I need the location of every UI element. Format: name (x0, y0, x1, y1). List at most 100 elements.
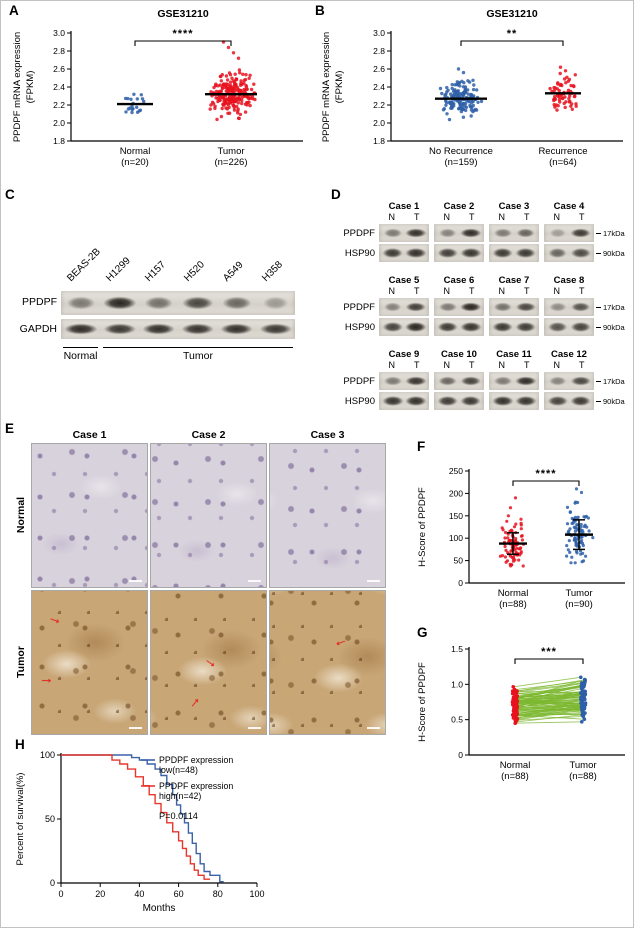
group-label-normal: Normal (63, 350, 98, 362)
staining-arrow-icon: → (331, 633, 352, 655)
blot-band (493, 302, 512, 312)
scatter-points-a-tumor (208, 40, 257, 122)
scale-bar (248, 580, 261, 582)
text-label: 1.8 (53, 136, 65, 146)
ihc-image-grid: Case 1 Case 2 Case 3 Normal Tumor → → → → → (3, 421, 407, 737)
blot-band (459, 322, 482, 332)
blot-strip (434, 244, 484, 262)
staining-arrow-icon: → (45, 607, 66, 630)
blot-strip (434, 318, 484, 336)
scatter-points-f-normal (498, 496, 526, 568)
scale-bar (367, 580, 380, 582)
text-label: 2.0 (53, 118, 65, 128)
case-label: Case 4 (553, 201, 585, 212)
ihc-image-tumor-case3: → (269, 590, 386, 735)
text-label: (n=88) (569, 771, 597, 782)
significance-bracket (514, 658, 584, 664)
blot-band (181, 296, 214, 310)
text-label: 0 (458, 578, 463, 588)
text-label: 0 (58, 889, 63, 899)
blot-strip (544, 372, 594, 390)
text-label: 1.8 (373, 136, 385, 146)
text-label: (n=20) (121, 157, 149, 168)
text-label: 2.8 (53, 46, 65, 56)
blot-band (181, 323, 214, 335)
panel-g: G 0 0.5 1.0 1.5 H-Score of PPDPF Normal (n=88)… (409, 623, 633, 813)
panel-f: F 0 50 100 150 200 250 H-Score of PPDPF Normal(… (409, 437, 633, 633)
text-label: 100 (249, 889, 264, 899)
panel-d: D Case 1 N T Case 2 N T Case 3 N T Case 4 N T PPDPF 1… (329, 187, 633, 423)
tumor-underline (103, 347, 293, 348)
text-label: 80 (213, 889, 223, 899)
blot-band (437, 248, 458, 258)
scatter-points-a-normal (123, 92, 146, 115)
scale-bar (248, 727, 261, 729)
case-label: Case 2 (443, 201, 475, 212)
normal-underline (63, 347, 98, 348)
text-label: 200 (449, 488, 463, 498)
lane-label: T (579, 360, 585, 370)
blot-band (221, 296, 252, 310)
panel-h: H 0 50 100 0 20 40 60 80 100 Months Percent of sur… (5, 733, 295, 927)
case-label: Case 12 (551, 349, 587, 360)
lane-label: N (443, 286, 451, 296)
case-label: Case 9 (388, 349, 420, 360)
blot-strip (379, 392, 429, 410)
blot-band (383, 376, 402, 386)
blot-band (437, 396, 458, 406)
blot-strip (544, 224, 594, 242)
panel-b-label: B (315, 3, 325, 18)
blot-row-label: PPDPF (343, 228, 375, 239)
blot-strip (379, 318, 429, 336)
blot-strip (489, 372, 539, 390)
blot-band (102, 296, 137, 310)
lane-label: N (388, 212, 396, 222)
text-label: Percent of survival(%) (15, 773, 26, 866)
blot-band (548, 376, 567, 386)
blot-row-label: HSP90 (344, 248, 375, 259)
blot-band (259, 323, 292, 335)
text-label: 100 (40, 750, 55, 760)
panel-e-label: E (5, 421, 15, 436)
text-label: 2.6 (373, 64, 385, 74)
blot-band (570, 228, 591, 238)
lane-label: N (443, 360, 451, 370)
blot-band (570, 376, 591, 386)
case-label: Case 3 (498, 201, 530, 212)
text-label: 150 (449, 511, 463, 521)
blot-band (547, 396, 568, 406)
blot-band (491, 396, 514, 406)
blot-row-label-ppdpf: PPDPF (21, 296, 57, 308)
panel-c-label: C (5, 187, 15, 202)
lane-label: N (498, 212, 506, 222)
molecular-weight-label: 90kDa (603, 397, 625, 406)
blot-band (63, 323, 98, 335)
blot-row-label: HSP90 (344, 322, 375, 333)
significance-stars: *** (541, 646, 557, 658)
blot-band (404, 228, 427, 238)
paired-points-tumor (579, 675, 588, 724)
text-label: 3.0 (53, 28, 65, 38)
lane-label: N (553, 360, 561, 370)
text-label: 2.4 (53, 82, 65, 92)
text-label: 1.0 (451, 679, 463, 689)
ihc-col-header: Case 2 (191, 429, 226, 441)
lane-label: N (553, 212, 561, 222)
blot-band (404, 322, 427, 332)
text-label: Normal (498, 588, 529, 599)
ihc-image-normal-case3 (269, 443, 386, 588)
text-label: H-Score of PPDPF (417, 662, 428, 742)
blot-band (570, 302, 591, 312)
marker-tick (596, 381, 601, 382)
scale-bar (129, 727, 142, 729)
text-label: Months (143, 903, 176, 914)
lane-label: N (388, 360, 396, 370)
text-label: high(n=42) (159, 791, 201, 801)
blot-strip (544, 244, 594, 262)
text-label: 2.8 (373, 46, 385, 56)
lane-label: N (498, 286, 506, 296)
lane-label: T (524, 212, 530, 222)
